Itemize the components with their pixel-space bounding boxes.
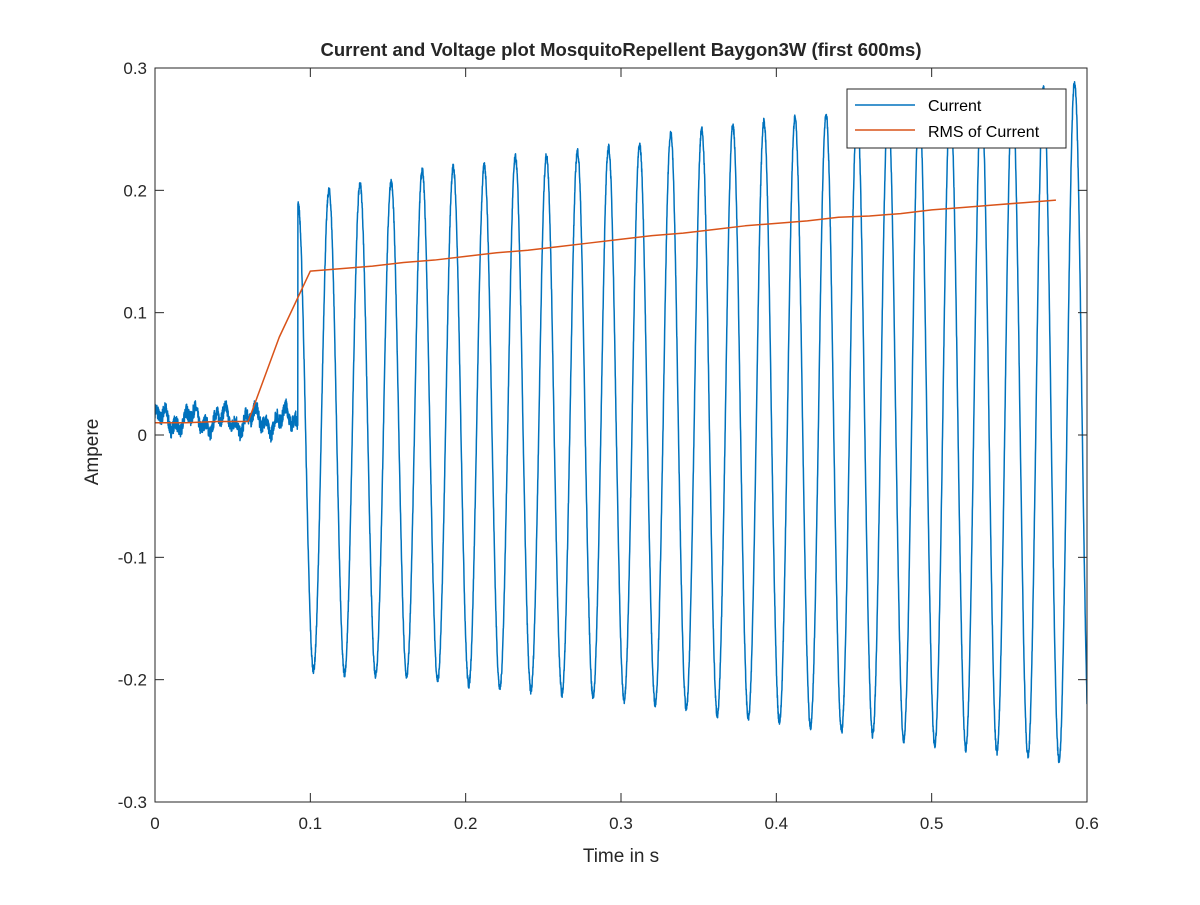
x-tick-label: 0.2 [454, 814, 478, 833]
x-axis-label: Time in s [583, 846, 659, 867]
x-tick-label: 0.5 [920, 814, 944, 833]
x-tick-label: 0.6 [1075, 814, 1099, 833]
y-tick-label: -0.1 [118, 548, 147, 567]
legend-label-rms: RMS of Current [928, 124, 1040, 141]
y-tick-label: 0.2 [123, 181, 147, 200]
legend: Current RMS of Current [846, 88, 1067, 149]
y-tick-label: -0.3 [118, 793, 147, 812]
y-axis-label: Ampere [82, 419, 103, 486]
series-layer [155, 81, 1087, 764]
legend-label-current: Current [928, 98, 982, 115]
x-tick-label: 0.1 [299, 814, 323, 833]
y-tick-label: 0.1 [123, 304, 147, 323]
x-tick-label: 0 [150, 814, 159, 833]
axes-layer: 0 0.1 0.2 0.3 0.4 0.5 0.6 -0.3 -0.2 -0.1 0 0.1 0.2 0.… [118, 59, 1099, 833]
y-tick-label: -0.2 [118, 671, 147, 690]
x-tick-label: 0.3 [609, 814, 633, 833]
legend-box [846, 88, 1067, 149]
chart-title: Current and Voltage plot MosquitoRepelle… [321, 39, 922, 60]
x-tick-label: 0.4 [765, 814, 789, 833]
y-tick-label: 0.3 [123, 59, 147, 78]
series-rms-line [155, 199, 1056, 424]
y-tick-label: 0 [138, 426, 147, 445]
series-current-line [155, 81, 1087, 764]
